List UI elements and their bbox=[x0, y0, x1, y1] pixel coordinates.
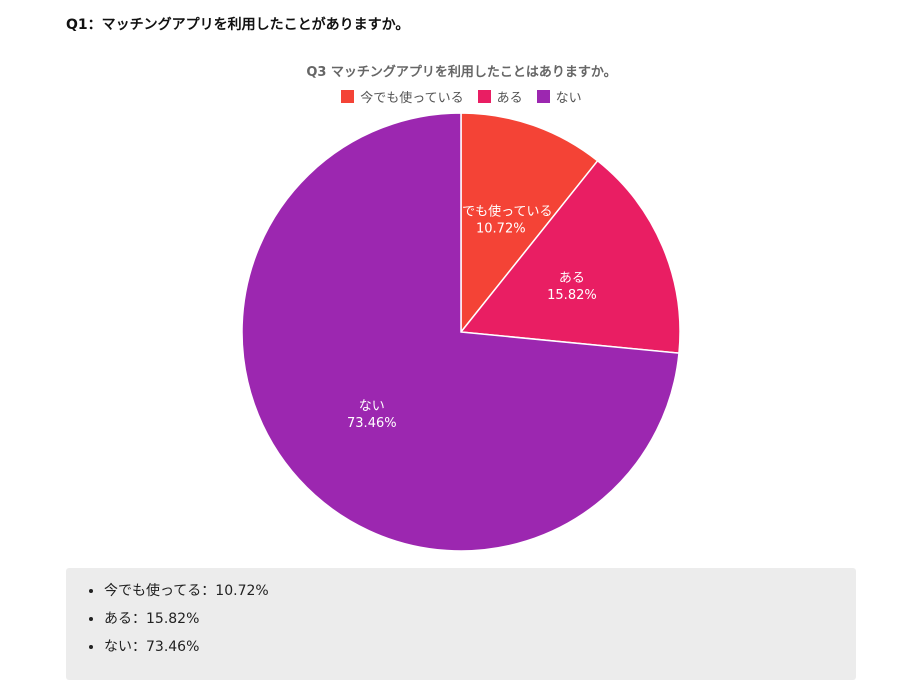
slice-label-name-2: ない bbox=[359, 399, 385, 414]
pie-slice-0[interactable] bbox=[460, 112, 599, 335]
slice-label-name-1: ある bbox=[559, 271, 585, 286]
legend-label-0: 今でも使っている bbox=[360, 91, 464, 106]
pie-svg: 今でも使っている 10.72% ある 15.82% ない 73.46% bbox=[241, 112, 681, 552]
slice-label-value-0: 10.72% bbox=[476, 221, 526, 236]
summary-item-2: ない：73.46% bbox=[104, 638, 856, 656]
question-heading: Q1：マッチングアプリを利用したことがありますか。 bbox=[66, 17, 410, 33]
slice-label-name-0: 今でも使っている bbox=[449, 203, 552, 219]
legend-label-1: ある bbox=[496, 91, 523, 106]
legend-item-0[interactable]: 今でも使っている bbox=[341, 87, 464, 106]
legend-swatch-2 bbox=[536, 90, 550, 103]
legend-label-2: ない bbox=[555, 91, 582, 106]
pie-slice-1[interactable] bbox=[459, 159, 681, 354]
summary-list: 今でも使ってる：10.72% ある：15.82% ない：73.46% bbox=[66, 568, 856, 656]
legend-item-2[interactable]: ない bbox=[536, 87, 582, 106]
slice-label-value-2: 73.46% bbox=[347, 416, 397, 431]
pie-slice-2[interactable] bbox=[241, 112, 680, 552]
summary-item-1: ある：15.82% bbox=[104, 610, 856, 628]
pie-chart: Q3 マッチングアプリを利用したことはありますか。 今でも使っている ある ない… bbox=[0, 65, 923, 552]
summary-item-0: 今でも使ってる：10.72% bbox=[104, 582, 856, 600]
legend-swatch-1 bbox=[477, 90, 491, 103]
chart-legend: 今でも使っている ある ない bbox=[0, 87, 923, 106]
summary-box: 今でも使ってる：10.72% ある：15.82% ない：73.46% bbox=[66, 568, 856, 680]
chart-title: Q3 マッチングアプリを利用したことはありますか。 bbox=[306, 65, 617, 80]
legend-swatch-0 bbox=[341, 90, 355, 103]
slice-label-value-1: 15.82% bbox=[547, 288, 597, 303]
legend-item-1[interactable]: ある bbox=[477, 87, 523, 106]
